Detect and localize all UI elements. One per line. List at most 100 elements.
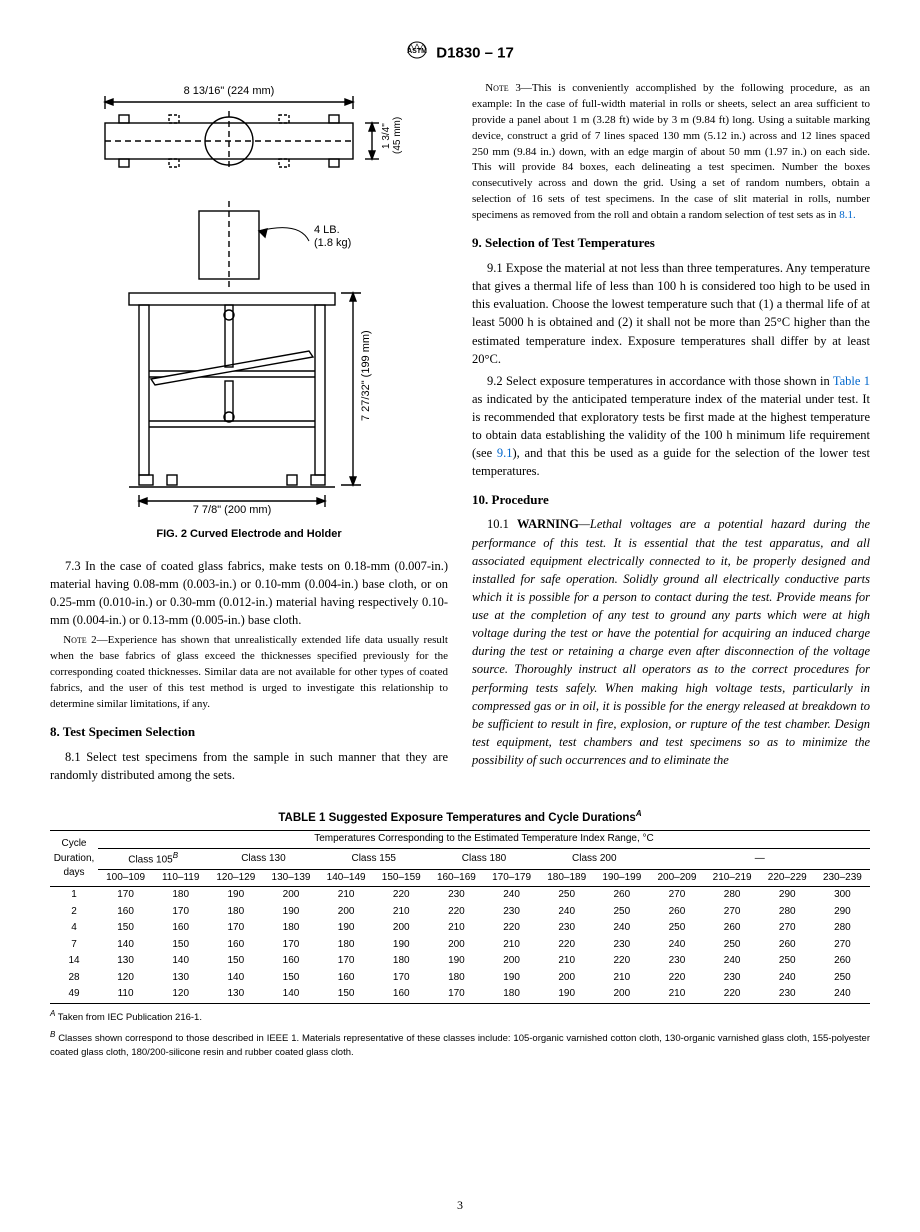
cycle-day: 28 xyxy=(50,970,98,987)
note-3-link[interactable]: 8.1. xyxy=(839,209,856,221)
page-number: 3 xyxy=(0,1197,920,1214)
warning-body: —Lethal voltages are a potential hazard … xyxy=(472,517,870,767)
range-header: 160–169 xyxy=(429,869,484,887)
temp-cell: 120 xyxy=(98,970,153,987)
note-3: Note 3—This is conveniently accomplished… xyxy=(472,81,870,224)
table-1-title: TABLE 1 Suggested Exposure Temperatures … xyxy=(50,808,870,827)
paragraph-9-2: 9.2 Select exposure temperatures in acco… xyxy=(472,372,870,481)
designation-text: D1830 – 17 xyxy=(436,44,514,61)
paragraph-8-1: 8.1 Select test specimens from the sampl… xyxy=(50,748,448,784)
temp-cell: 170 xyxy=(319,953,374,970)
temp-cell: 220 xyxy=(374,887,429,904)
note-3-body: —This is conveniently accomplished by th… xyxy=(472,82,870,222)
temp-cell: 200 xyxy=(484,953,539,970)
class-header: Class 130 xyxy=(208,848,318,869)
temp-cell: 250 xyxy=(539,887,594,904)
temp-cell: 250 xyxy=(649,920,704,937)
temp-cell: 240 xyxy=(649,937,704,954)
range-header: 220–229 xyxy=(760,869,815,887)
range-header: 170–179 xyxy=(484,869,539,887)
temp-cell: 240 xyxy=(705,953,760,970)
link-table-1[interactable]: Table 1 xyxy=(833,374,870,388)
temp-cell: 180 xyxy=(208,904,263,921)
temp-cell: 180 xyxy=(153,887,208,904)
temp-cell: 190 xyxy=(208,887,263,904)
temp-cell: 230 xyxy=(539,920,594,937)
temp-cell: 220 xyxy=(429,904,484,921)
paragraph-9-1: 9.1 Expose the material at not less than… xyxy=(472,259,870,368)
range-header: 210–219 xyxy=(705,869,760,887)
warning-label: WARNING xyxy=(517,517,579,531)
figure-2: 8 13/16" (224 mm) xyxy=(50,81,448,543)
svg-text:(45 mm): (45 mm) xyxy=(392,117,403,154)
temp-cell: 170 xyxy=(153,904,208,921)
temp-cell: 240 xyxy=(815,986,870,1003)
temp-cell: 170 xyxy=(374,970,429,987)
temp-cell: 170 xyxy=(98,887,153,904)
cycle-day: 4 xyxy=(50,920,98,937)
temp-cell: 220 xyxy=(539,937,594,954)
range-header: 140–149 xyxy=(319,869,374,887)
temp-cell: 160 xyxy=(153,920,208,937)
temp-cell: 170 xyxy=(429,986,484,1003)
class-header: — xyxy=(649,848,870,869)
temp-cell: 210 xyxy=(374,904,429,921)
temp-cell: 210 xyxy=(594,970,649,987)
temp-cell: 130 xyxy=(98,953,153,970)
temp-cell: 200 xyxy=(429,937,484,954)
temp-cell: 210 xyxy=(319,887,374,904)
temp-header: Temperatures Corresponding to the Estima… xyxy=(98,831,870,849)
temp-cell: 260 xyxy=(760,937,815,954)
temp-cell: 290 xyxy=(815,904,870,921)
temp-cell: 160 xyxy=(263,953,318,970)
temp-cell: 190 xyxy=(484,970,539,987)
temp-cell: 180 xyxy=(429,970,484,987)
cycle-day: 49 xyxy=(50,986,98,1003)
temp-cell: 220 xyxy=(705,986,760,1003)
temp-cell: 250 xyxy=(815,970,870,987)
temp-cell: 230 xyxy=(429,887,484,904)
svg-text:8 13/16" (224 mm): 8 13/16" (224 mm) xyxy=(184,85,275,97)
range-header: 200–209 xyxy=(649,869,704,887)
footnote-a: A Taken from IEC Publication 216-1. xyxy=(50,1008,870,1025)
temp-cell: 200 xyxy=(594,986,649,1003)
temp-cell: 130 xyxy=(153,970,208,987)
section-9-title: 9. Selection of Test Temperatures xyxy=(472,234,870,253)
page-header: ASTM D1830 – 17 xyxy=(50,40,870,67)
temp-cell: 300 xyxy=(815,887,870,904)
temp-cell: 140 xyxy=(153,953,208,970)
astm-logo-icon: ASTM xyxy=(406,40,428,67)
range-header: 100–109 xyxy=(98,869,153,887)
link-9-1[interactable]: 9.1 xyxy=(497,446,513,460)
temp-cell: 160 xyxy=(319,970,374,987)
temp-cell: 120 xyxy=(153,986,208,1003)
temp-cell: 200 xyxy=(374,920,429,937)
note-2-label: Note 2 xyxy=(63,634,96,646)
temp-cell: 220 xyxy=(594,953,649,970)
paragraph-10-1: 10.1 WARNING—Lethal voltages are a poten… xyxy=(472,515,870,769)
cycle-day: 7 xyxy=(50,937,98,954)
note-2-body: —Experience has shown that unrealistical… xyxy=(50,634,448,710)
temp-cell: 240 xyxy=(760,970,815,987)
range-header: 180–189 xyxy=(539,869,594,887)
figure-caption: FIG. 2 Curved Electrode and Holder xyxy=(50,527,448,543)
temp-cell: 130 xyxy=(208,986,263,1003)
temp-cell: 270 xyxy=(760,920,815,937)
temp-cell: 260 xyxy=(649,904,704,921)
temp-cell: 190 xyxy=(319,920,374,937)
range-header: 150–159 xyxy=(374,869,429,887)
temp-cell: 150 xyxy=(98,920,153,937)
temp-cell: 160 xyxy=(374,986,429,1003)
temp-cell: 190 xyxy=(263,904,318,921)
temp-cell: 250 xyxy=(760,953,815,970)
svg-text:(1.8 kg): (1.8 kg) xyxy=(314,237,351,249)
temp-cell: 210 xyxy=(649,986,704,1003)
class-header: Class 180 xyxy=(429,848,539,869)
temp-cell: 170 xyxy=(263,937,318,954)
two-column-layout: 8 13/16" (224 mm) xyxy=(50,81,870,788)
temp-cell: 270 xyxy=(649,887,704,904)
cycle-day: 2 xyxy=(50,904,98,921)
svg-text:4 LB.: 4 LB. xyxy=(314,224,340,236)
temp-cell: 250 xyxy=(705,937,760,954)
range-header: 230–239 xyxy=(815,869,870,887)
